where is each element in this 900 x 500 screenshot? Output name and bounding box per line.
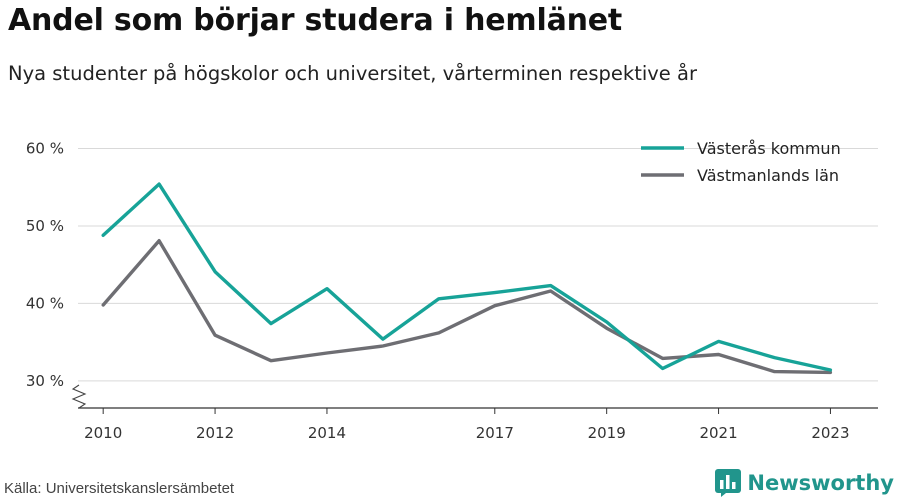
chart-subtitle: Nya studenter på högskolor och universit… — [8, 62, 697, 85]
y-axis-break-mark — [71, 384, 87, 409]
series-line — [101, 182, 833, 372]
x-tick-label: 2017 — [476, 424, 514, 442]
y-tick-label: 50 % — [26, 217, 64, 235]
x-tick-label: 2021 — [699, 424, 737, 442]
newsworthy-brand: Newsworthy — [715, 469, 894, 497]
legend-label: Västmanlands län — [697, 166, 839, 185]
x-tick-label: 2010 — [84, 424, 122, 442]
legend-label: Västerås kommun — [697, 139, 841, 158]
bar-chart-logo-icon — [715, 469, 742, 497]
x-axis: 2010 2012 2014 2017 2019 2021 2023 — [71, 384, 878, 442]
y-tick-label: 30 % — [26, 372, 64, 390]
brand-name: Newsworthy — [747, 471, 894, 495]
x-tick-label: 2012 — [196, 424, 234, 442]
x-tick-label: 2019 — [588, 424, 626, 442]
line-chart: 30 % 40 % 50 % 60 % 2010 2012 2014 2017 2019 202… — [26, 139, 878, 442]
x-tick-label: 2023 — [811, 424, 849, 442]
gridlines — [78, 147, 878, 382]
y-tick-label: 60 % — [26, 139, 64, 157]
y-tick-label: 40 % — [26, 294, 64, 312]
y-axis-tick-labels: 30 % 40 % 50 % 60 % — [26, 139, 64, 389]
series-line — [101, 239, 833, 375]
x-tick-label: 2014 — [308, 424, 346, 442]
source-note: Källa: Universitetskanslersämbetet — [4, 480, 235, 497]
series-lines — [101, 182, 833, 375]
chart-title: Andel som börjar studera i hemlänet — [8, 3, 623, 38]
legend: Västerås kommun Västmanlands län — [641, 139, 841, 185]
